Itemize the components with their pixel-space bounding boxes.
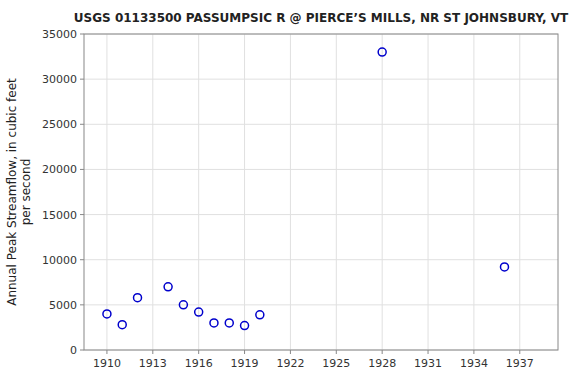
x-grid-line	[428, 34, 429, 350]
y-axis: 0 5000 10000 15000 20000 25000 30000 35000	[42, 28, 84, 357]
chart-container: 1910 1913 1916 1919 1922 1925 1928 1931 1934 1937…	[0, 0, 576, 384]
chart-svg: 1910 1913 1916 1919 1922 1925 1928 1931 1934 1937…	[0, 0, 576, 384]
x-grid-line	[198, 34, 199, 350]
scatter-point	[378, 48, 386, 56]
y-tick-label: 25000	[42, 118, 77, 131]
scatter-point	[500, 263, 508, 271]
y-grid-line	[84, 214, 558, 215]
grid	[84, 34, 558, 350]
x-grid-line	[336, 34, 337, 350]
x-tick	[336, 350, 337, 354]
y-tick	[80, 259, 84, 260]
scatter-point	[195, 308, 203, 316]
y-grid-line	[84, 169, 558, 170]
x-grid-line	[473, 34, 474, 350]
x-grid-line	[244, 34, 245, 350]
x-tick	[473, 350, 474, 354]
scatter-point	[241, 322, 249, 330]
points	[103, 48, 509, 330]
x-tick	[290, 350, 291, 354]
y-axis-label-line: Annual Peak Streamflow, in cubic feet	[5, 78, 19, 306]
x-tick	[382, 350, 383, 354]
y-axis-label: Annual Peak Streamflow, in cubic feetper…	[5, 78, 33, 306]
y-tick-label: 5000	[49, 299, 77, 312]
y-tick	[80, 214, 84, 215]
y-tick	[80, 169, 84, 170]
scatter-point	[256, 311, 264, 319]
y-grid-line	[84, 79, 558, 80]
x-grid-line	[519, 34, 520, 350]
x-tick-label: 1913	[139, 357, 167, 370]
y-tick-label: 20000	[42, 163, 77, 176]
x-tick	[428, 350, 429, 354]
x-tick-label: 1919	[231, 357, 259, 370]
y-grid-line	[84, 304, 558, 305]
chart-title: USGS 01133500 PASSUMPSIC R @ PIERCE’S MI…	[74, 11, 569, 25]
scatter-point	[134, 294, 142, 302]
x-axis: 1910 1913 1916 1919 1922 1925 1928 1931 1934 1937	[93, 350, 534, 370]
y-grid-line	[84, 259, 558, 260]
y-tick-label: 10000	[42, 254, 77, 267]
y-tick-label: 35000	[42, 28, 77, 41]
y-tick	[80, 304, 84, 305]
x-tick-label: 1934	[460, 357, 488, 370]
y-tick	[80, 350, 84, 351]
y-tick	[80, 79, 84, 80]
scatter-point	[103, 310, 111, 318]
y-tick	[80, 34, 84, 35]
y-tick-label: 30000	[42, 73, 77, 86]
scatter-point	[118, 321, 126, 329]
x-tick-label: 1928	[368, 357, 396, 370]
scatter-point	[225, 319, 233, 327]
x-tick-label: 1925	[322, 357, 350, 370]
x-tick	[519, 350, 520, 354]
x-grid-line	[290, 34, 291, 350]
scatter-point	[164, 283, 172, 291]
x-grid-line	[106, 34, 107, 350]
scatter-point	[210, 319, 218, 327]
x-tick	[198, 350, 199, 354]
x-tick-label: 1931	[414, 357, 442, 370]
y-tick-label: 0	[70, 344, 77, 357]
x-grid-line	[382, 34, 383, 350]
x-grid-line	[152, 34, 153, 350]
x-tick	[244, 350, 245, 354]
x-tick-label: 1937	[506, 357, 534, 370]
y-tick-label: 15000	[42, 209, 77, 222]
page: {"chart_data": {"type": "scatter", "titl…	[0, 0, 576, 384]
x-tick	[106, 350, 107, 354]
y-tick	[80, 124, 84, 125]
y-axis-label-line: per second	[19, 159, 33, 226]
x-tick	[152, 350, 153, 354]
scatter-point	[179, 301, 187, 309]
y-grid-line	[84, 124, 558, 125]
x-tick-label: 1922	[276, 357, 304, 370]
x-tick-label: 1916	[185, 357, 213, 370]
x-tick-label: 1910	[93, 357, 121, 370]
plot-frame	[84, 34, 558, 350]
